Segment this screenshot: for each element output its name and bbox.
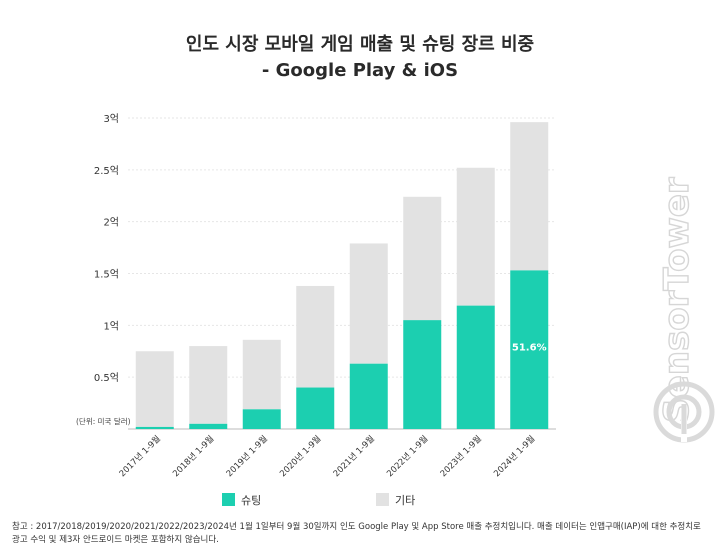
legend-label-shooting: 슈팅 xyxy=(241,494,262,507)
y-tick-label: 2억 xyxy=(103,217,119,229)
footnote-line-1: 참고 : 2017/2018/2019/2020/2021/2022/2023/… xyxy=(12,522,701,532)
watermark-logo-icon xyxy=(653,381,715,443)
y-tick-label: 0.5억 xyxy=(94,372,119,384)
bar-segment-shooting xyxy=(242,409,281,429)
y-tick-label: 1.5억 xyxy=(94,269,119,281)
bar-segment-shooting xyxy=(189,423,228,429)
bar-segment-shooting xyxy=(135,426,174,429)
watermark-group: SensorTower xyxy=(656,176,697,423)
legend-label-other: 기타 xyxy=(395,494,416,507)
bar-segment-shooting xyxy=(296,387,335,429)
data-label: 51.6% xyxy=(512,342,547,353)
watermark-text: SensorTower xyxy=(657,177,697,423)
footnote-line-2: 광고 수익 및 제3자 안드로이드 마켓은 포함하지 않습니다. xyxy=(12,535,219,545)
bar-segment-other xyxy=(242,339,281,410)
bar-segment-other xyxy=(510,122,549,271)
chart-subtitle: - Google Play & iOS xyxy=(261,60,459,81)
bar-segment-other xyxy=(296,285,335,388)
y-tick-label: 2.5억 xyxy=(94,165,119,177)
chart-title: 인도 시장 모바일 게임 매출 및 슈팅 장르 비중 xyxy=(185,34,535,55)
legend-swatch-shooting xyxy=(222,493,235,506)
y-tick-label: 3억 xyxy=(103,113,119,125)
bar-segment-other xyxy=(189,346,228,424)
unit-note: (단위: 미국 달러) xyxy=(76,417,131,426)
bar-segment-other xyxy=(456,167,495,306)
bar-segment-shooting xyxy=(456,305,495,429)
bar-segment-shooting xyxy=(403,320,442,429)
bar-segment-other xyxy=(349,243,388,364)
bar-segment-shooting xyxy=(349,363,388,429)
legend-swatch-other xyxy=(376,493,389,506)
bar-segment-shooting xyxy=(510,270,549,429)
bar-segment-other xyxy=(135,351,174,427)
y-tick-label: 1억 xyxy=(103,320,119,332)
bar-segment-other xyxy=(403,196,442,321)
